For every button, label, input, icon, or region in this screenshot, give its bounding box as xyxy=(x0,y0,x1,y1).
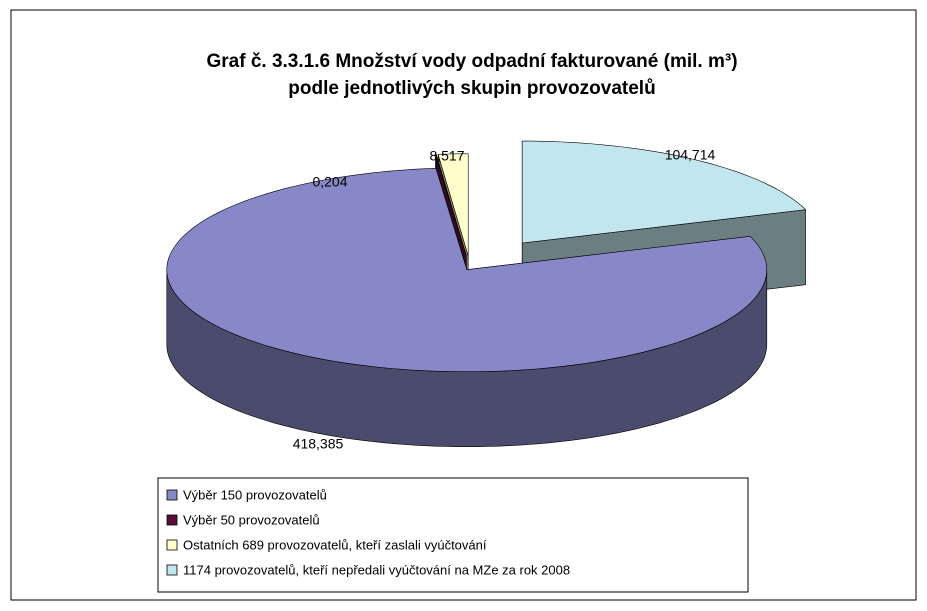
legend-label: 1174 provozovatelů, kteří nepředali vyúč… xyxy=(183,562,570,577)
data-label: 104,714 xyxy=(665,147,716,163)
legend-swatch xyxy=(166,514,178,526)
slice xyxy=(521,140,807,244)
chart-title: podle jednotlivých skupin provozovatelů xyxy=(288,78,655,99)
slice xyxy=(435,153,467,256)
data-label: 418,385 xyxy=(293,436,344,452)
slice xyxy=(437,153,469,256)
legend-label: Výběr 50 provozovatelů xyxy=(183,512,320,527)
legend-label: Ostatních 689 provozovatelů, kteří zasla… xyxy=(183,537,487,552)
pie xyxy=(166,140,807,447)
legend-box xyxy=(157,477,749,593)
data-label: 8,517 xyxy=(429,148,464,164)
legend-swatch xyxy=(166,489,178,501)
chart-title: Graf č. 3.3.1.6 Množství vody odpadní fa… xyxy=(206,51,737,72)
data-label: 0,204 xyxy=(312,174,347,190)
legend-swatch xyxy=(166,539,178,551)
slice xyxy=(166,167,767,372)
legend-swatch xyxy=(166,564,178,576)
legend-label: Výběr 150 provozovatelů xyxy=(183,487,327,502)
